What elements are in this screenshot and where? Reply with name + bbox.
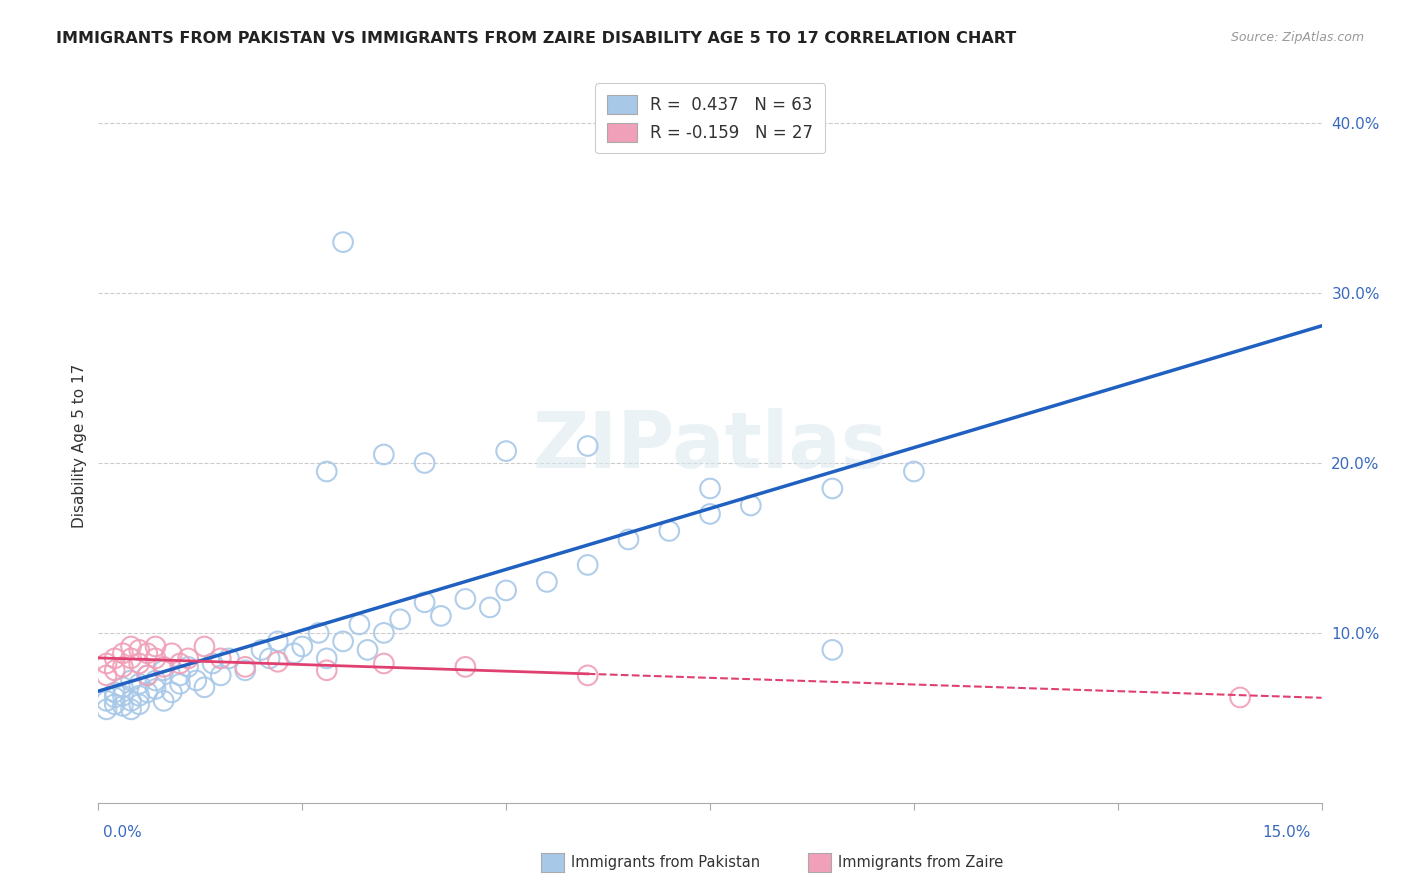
Point [356, 643, 378, 657]
Point [145, 640, 167, 654]
Text: Immigrants from Zaire: Immigrants from Zaire [838, 855, 1004, 870]
Point [96, 668, 118, 682]
Point [201, 657, 224, 671]
Point [308, 626, 330, 640]
Point [193, 640, 215, 654]
Point [250, 643, 273, 657]
Point [120, 651, 142, 665]
Point [104, 651, 127, 665]
Point [332, 634, 354, 648]
Point [169, 677, 191, 691]
Point [128, 698, 150, 712]
Point [413, 595, 436, 609]
Point [209, 651, 232, 665]
Point [104, 698, 127, 712]
Point [152, 663, 174, 677]
Point [128, 643, 150, 657]
Point [111, 689, 134, 703]
Legend: R =  0.437   N = 63, R = -0.159   N = 27: R = 0.437 N = 63, R = -0.159 N = 27 [595, 83, 825, 153]
Point [315, 651, 337, 665]
Point [193, 680, 215, 694]
Text: ZIPatlas: ZIPatlas [533, 408, 887, 484]
Point [373, 448, 395, 462]
Point [454, 660, 477, 674]
Point [160, 685, 183, 699]
Point [136, 668, 159, 682]
Point [152, 660, 174, 674]
Point [136, 685, 159, 699]
Point [903, 465, 925, 479]
Point [430, 608, 453, 623]
Point [111, 646, 134, 660]
Point [740, 499, 762, 513]
Point [120, 640, 142, 654]
Text: 0.0%: 0.0% [103, 825, 142, 840]
Point [136, 646, 159, 660]
Point [315, 465, 337, 479]
Point [160, 646, 183, 660]
Point [373, 626, 395, 640]
Point [267, 655, 290, 669]
Point [233, 663, 256, 677]
Point [218, 651, 240, 665]
Point [267, 634, 290, 648]
Point [478, 600, 501, 615]
Point [576, 439, 599, 453]
Point [152, 694, 174, 708]
Point [209, 668, 232, 682]
Point [145, 651, 167, 665]
Point [617, 533, 640, 547]
Point [699, 507, 721, 521]
Point [233, 660, 256, 674]
Point [699, 482, 721, 496]
Point [1229, 690, 1251, 705]
Point [111, 698, 134, 713]
Point [120, 694, 142, 708]
Point [373, 657, 395, 671]
Point [291, 640, 314, 654]
Point [96, 702, 118, 716]
Point [104, 685, 127, 699]
Point [104, 663, 127, 677]
Point [259, 651, 281, 665]
Point [111, 680, 134, 694]
Text: Immigrants from Pakistan: Immigrants from Pakistan [571, 855, 761, 870]
Y-axis label: Disability Age 5 to 17: Disability Age 5 to 17 [72, 364, 87, 528]
Point [821, 482, 844, 496]
Point [128, 657, 150, 671]
Point [145, 673, 167, 688]
Point [169, 657, 191, 671]
Point [96, 694, 118, 708]
Point [104, 690, 127, 705]
Point [332, 235, 354, 249]
Text: IMMIGRANTS FROM PAKISTAN VS IMMIGRANTS FROM ZAIRE DISABILITY AGE 5 TO 17 CORRELA: IMMIGRANTS FROM PAKISTAN VS IMMIGRANTS F… [56, 31, 1017, 46]
Point [120, 673, 142, 688]
Point [315, 663, 337, 677]
Point [495, 583, 517, 598]
Point [283, 646, 305, 660]
Text: 15.0%: 15.0% [1263, 825, 1310, 840]
Point [389, 612, 412, 626]
Point [177, 651, 200, 665]
Point [96, 657, 118, 671]
Point [576, 558, 599, 572]
Point [576, 668, 599, 682]
Point [128, 677, 150, 691]
Point [413, 456, 436, 470]
Point [454, 591, 477, 606]
Point [111, 660, 134, 674]
Point [145, 681, 167, 696]
Point [186, 673, 208, 688]
Point [177, 660, 200, 674]
Point [495, 444, 517, 458]
Point [136, 668, 159, 682]
Point [128, 689, 150, 703]
Point [821, 643, 844, 657]
Point [536, 574, 558, 589]
Point [120, 702, 142, 716]
Point [349, 617, 371, 632]
Point [658, 524, 681, 538]
Point [169, 668, 191, 682]
Text: Source: ZipAtlas.com: Source: ZipAtlas.com [1230, 31, 1364, 45]
